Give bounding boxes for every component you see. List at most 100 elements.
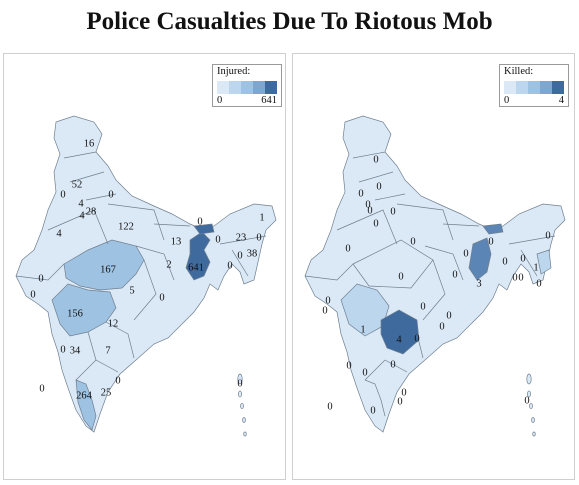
region-value-label-mh: 156 <box>67 308 83 319</box>
chart-title: Police Casualties Due To Riotous Mob <box>86 8 493 35</box>
region-value-label-up: 122 <box>118 221 134 232</box>
ramp-swatch <box>253 81 265 94</box>
region-wb <box>468 237 492 281</box>
region-value-label-ld: 0 <box>327 401 332 412</box>
legend-title: Injured: <box>217 66 251 77</box>
region-value-label-sk: 0 <box>197 216 202 227</box>
region-mh <box>51 283 117 337</box>
region-mh <box>340 283 390 337</box>
region-value-label-hp: 52 <box>72 179 83 190</box>
andaman-islands <box>526 373 536 437</box>
injured-legend: Injured: 0 641 <box>212 64 282 107</box>
region-tg <box>380 309 420 355</box>
region-value-label-tr: 0 <box>512 272 517 283</box>
region-value-label-tn: 25 <box>101 387 112 398</box>
region-value-label-ml: 0 <box>502 256 507 267</box>
region-value-label-ch: 0 <box>365 199 370 210</box>
region-value-label-tg: 4 <box>396 334 402 345</box>
region-value-label-hp: 0 <box>376 181 381 192</box>
region-value-label-wb: 641 <box>188 262 204 273</box>
region-value-label-mn: 0 <box>536 278 541 289</box>
ramp-swatch <box>265 81 277 94</box>
region-value-label-mh: 1 <box>360 324 365 335</box>
region-value-label-x1: 0 <box>414 333 419 344</box>
region-value-label-ga: 0 <box>346 360 351 371</box>
region-value-label-dl: 4 <box>79 210 85 221</box>
region-value-label-an: 0 <box>524 395 529 406</box>
region-value-label-mp: 167 <box>100 264 116 275</box>
region-value-label-nl: 0 <box>256 232 261 243</box>
region-value-label-ar: 0 <box>545 230 550 241</box>
region-value-label-as: 23 <box>236 232 247 243</box>
region-value-label-ap: 7 <box>105 345 110 356</box>
region-ne-corridor <box>193 223 215 235</box>
region-value-label-ch: 4 <box>78 198 84 209</box>
region-value-label-nl: 1 <box>533 262 538 273</box>
legend-min: 0 <box>217 95 223 106</box>
region-value-label-kl: 264 <box>76 390 93 401</box>
region-value-label-kl: 0 <box>370 405 375 416</box>
region-value-label-jh: 0 <box>452 269 457 280</box>
region-value-label-uk: 0 <box>108 189 113 200</box>
region-value-label-ga: 0 <box>60 344 65 355</box>
legend-color-ramp <box>217 81 277 94</box>
region-value-label-pb: 0 <box>60 189 65 200</box>
legend-max: 4 <box>558 95 564 106</box>
ramp-swatch <box>540 81 552 94</box>
region-value-label-rj: 4 <box>56 228 62 239</box>
region-value-label-jk: 16 <box>84 138 95 149</box>
state-borders <box>15 151 267 381</box>
region-value-label-tg: 12 <box>108 318 119 329</box>
region-value-label-hr: 0 <box>367 205 372 216</box>
killed-legend: Killed: 0 4 <box>499 64 569 107</box>
region-ne-corridor <box>482 223 504 235</box>
region-value-label-mp: 0 <box>398 271 403 282</box>
ramp-swatch <box>217 81 229 94</box>
ramp-swatch <box>241 81 253 94</box>
india-outline <box>15 115 277 433</box>
ramp-swatch <box>504 81 516 94</box>
region-value-label-py: 0 <box>401 387 406 398</box>
region-value-label-bh: 0 <box>463 248 468 259</box>
region-value-label-ar: 1 <box>259 212 264 223</box>
region-value-label-uk: 0 <box>390 206 395 217</box>
region-value-label-ld: 0 <box>39 383 44 394</box>
region-value-label-py: 0 <box>115 375 120 386</box>
region-value-label-ap: 0 <box>390 359 395 370</box>
injured-map-panel: 16 52 0 4 0 28 4 4 122 13 0 1 23 0 0 38 0 0 2 641 0 0 167 5 0 156… <box>3 53 286 480</box>
region-value-label-hr: 28 <box>86 206 97 217</box>
region-value-label-od: 0 <box>159 292 164 303</box>
region-value-label-mn: 38 <box>247 248 258 259</box>
region-value-label-an: 0 <box>237 378 242 389</box>
region-value-label-gj: 0 <box>325 295 330 306</box>
region-value-label-rj: 0 <box>345 243 350 254</box>
region-value-label-sk: 0 <box>488 236 493 247</box>
region-nl <box>536 249 552 275</box>
state-borders <box>304 151 556 417</box>
region-value-label-dl: 0 <box>373 218 378 229</box>
legend-color-ramp <box>504 81 564 94</box>
region-value-label-ka: 0 <box>362 367 367 378</box>
region-value-label-dd: 0 <box>30 289 35 300</box>
region-value-label-od: 0 <box>446 310 451 321</box>
legend-min: 0 <box>504 95 510 106</box>
region-value-label-jk: 0 <box>373 154 378 165</box>
region-value-label-cg: 0 <box>420 301 425 312</box>
ramp-swatch <box>528 81 540 94</box>
region-value-label-jh: 2 <box>166 259 171 270</box>
region-value-label-cg: 5 <box>129 285 134 296</box>
region-value-label-mz: 0 <box>518 272 523 283</box>
ramp-swatch <box>516 81 528 94</box>
region-wb <box>185 231 211 281</box>
legend-title: Killed: <box>504 66 534 77</box>
region-value-label-wb: 3 <box>476 278 481 289</box>
andaman-islands <box>237 373 247 437</box>
region-value-label-bh: 13 <box>171 236 182 247</box>
region-value-label-up: 0 <box>410 236 415 247</box>
ramp-swatch <box>552 81 564 94</box>
region-value-label-tn: 0 <box>397 396 402 407</box>
